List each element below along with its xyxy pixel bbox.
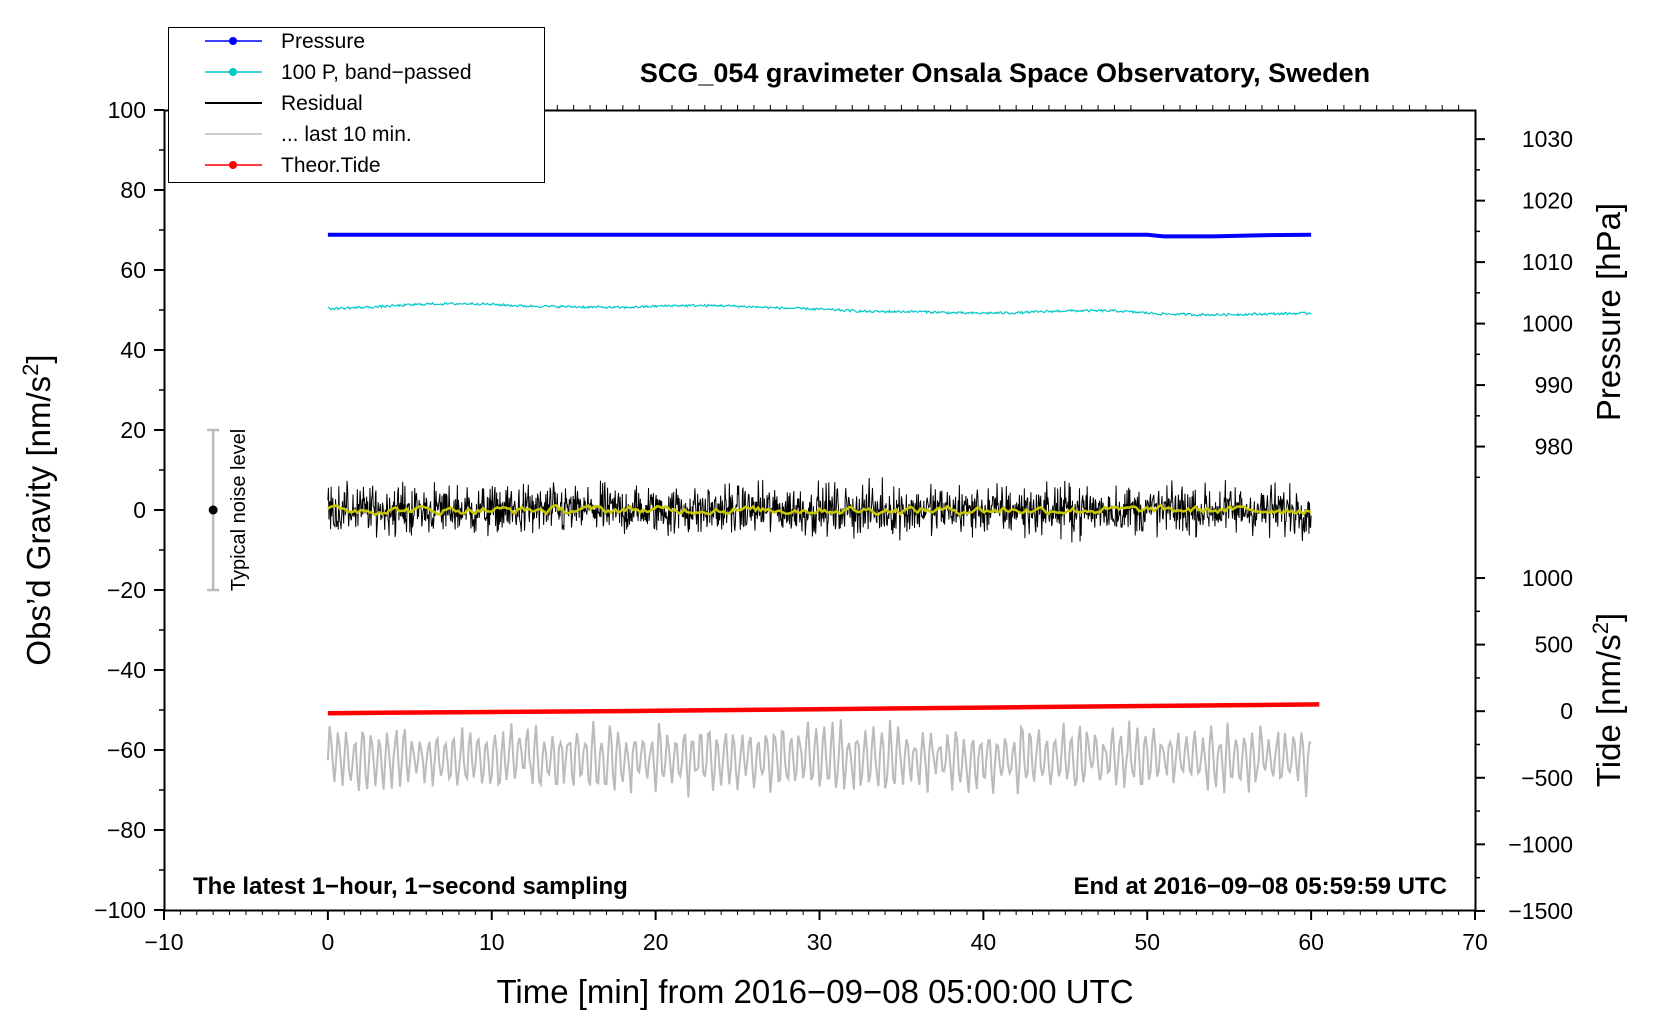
x-tick-label: 40 xyxy=(971,929,997,955)
annotation-end-time: End at 2016−09−08 05:59:59 UTC xyxy=(1073,873,1447,900)
y-axis-title: Obs’d Gravity [nm/s2] xyxy=(18,354,57,665)
legend: Pressure 100 P, band−passed Residual ... la… xyxy=(168,27,545,183)
pressure-tick-label: 990 xyxy=(1535,372,1573,398)
tide-axis-title-sup: 2 xyxy=(1588,622,1613,634)
annotation-sampling: The latest 1−hour, 1−second sampling xyxy=(193,873,628,900)
tide-tick-label: 1000 xyxy=(1522,565,1573,591)
legend-marker-theor-tide xyxy=(229,161,237,169)
y-tick-label: −80 xyxy=(107,817,146,843)
y-axis-title-main: Obs’d Gravity [nm/s xyxy=(20,376,57,666)
tide-tick-label: 500 xyxy=(1535,632,1573,658)
pressure-tick-label: 1030 xyxy=(1522,126,1573,152)
pressure-tick-label: 1020 xyxy=(1522,188,1573,214)
legend-marker-pressure xyxy=(229,37,237,45)
legend-label-residual: Residual xyxy=(281,92,363,115)
plot-layer: Typical noise level xyxy=(207,232,1320,798)
y-tick-label: 80 xyxy=(120,177,146,203)
series-theor-tide xyxy=(327,702,1320,716)
axes-layer: −10 0 10 20 30 40 50 60 70−100−80−60−40−20020406… xyxy=(94,97,1573,955)
chart-title: SCG_054 gravimeter Onsala Space Observat… xyxy=(640,58,1370,88)
legend-label-pressure: Pressure xyxy=(281,30,365,53)
x-tick-label: 60 xyxy=(1298,929,1324,955)
tide-axis-title-end: ] xyxy=(1590,613,1627,622)
legend-label-last-10-min: ... last 10 min. xyxy=(281,123,412,146)
y-tick-label: 100 xyxy=(108,97,146,123)
x-tick-label: 0 xyxy=(321,929,334,955)
pressure-tick-label: 1010 xyxy=(1522,249,1573,275)
x-tick-label: −10 xyxy=(144,929,183,955)
tide-tick-label: −1000 xyxy=(1508,831,1573,857)
pressure-tick-label: 980 xyxy=(1535,434,1573,460)
legend-box xyxy=(168,27,545,183)
series-last-10-min xyxy=(326,719,1312,798)
legend-label-100-p-band-passed: 100 P, band−passed xyxy=(281,61,472,84)
y-tick-label: −20 xyxy=(107,577,146,603)
tide-tick-label: −500 xyxy=(1521,765,1573,791)
pressure-tick-label: 1000 xyxy=(1522,311,1573,337)
x-tick-label: 30 xyxy=(807,929,833,955)
y-tick-label: 0 xyxy=(133,497,146,523)
x-tick-label: 10 xyxy=(479,929,505,955)
x-axis-title: Time [min] from 2016−09−08 05:00:00 UTC xyxy=(496,973,1133,1010)
y-tick-label: 20 xyxy=(120,417,146,443)
x-tick-label: 50 xyxy=(1134,929,1160,955)
pressure-axis-title: Pressure [hPa] xyxy=(1590,203,1627,421)
y-tick-label: −60 xyxy=(107,737,146,763)
y-tick-label: 60 xyxy=(120,257,146,283)
series-pressure-bandpassed xyxy=(327,301,1312,317)
series-pressure xyxy=(327,232,1312,239)
y-tick-label: −100 xyxy=(94,897,146,923)
series-residual-smoothed xyxy=(327,503,1312,516)
y-axis-title-end: ] xyxy=(20,354,57,363)
x-tick-label: 20 xyxy=(643,929,669,955)
legend-marker-100-p-band-passed xyxy=(229,68,237,76)
y-tick-label: 40 xyxy=(120,337,146,363)
x-tick-label: 70 xyxy=(1462,929,1488,955)
tide-tick-label: −1500 xyxy=(1508,898,1573,924)
noise-bar-label: Typical noise level xyxy=(228,429,250,591)
noise-bar-center-dot xyxy=(208,505,218,515)
y-tick-label: −40 xyxy=(107,657,146,683)
tide-axis-title: Tide [nm/s2] xyxy=(1588,613,1627,787)
y-axis-title-sup: 2 xyxy=(18,364,43,376)
tide-axis-title-main: Tide [nm/s xyxy=(1590,634,1627,787)
tide-tick-label: 0 xyxy=(1560,698,1573,724)
legend-label-theor-tide: Theor.Tide xyxy=(281,154,381,177)
